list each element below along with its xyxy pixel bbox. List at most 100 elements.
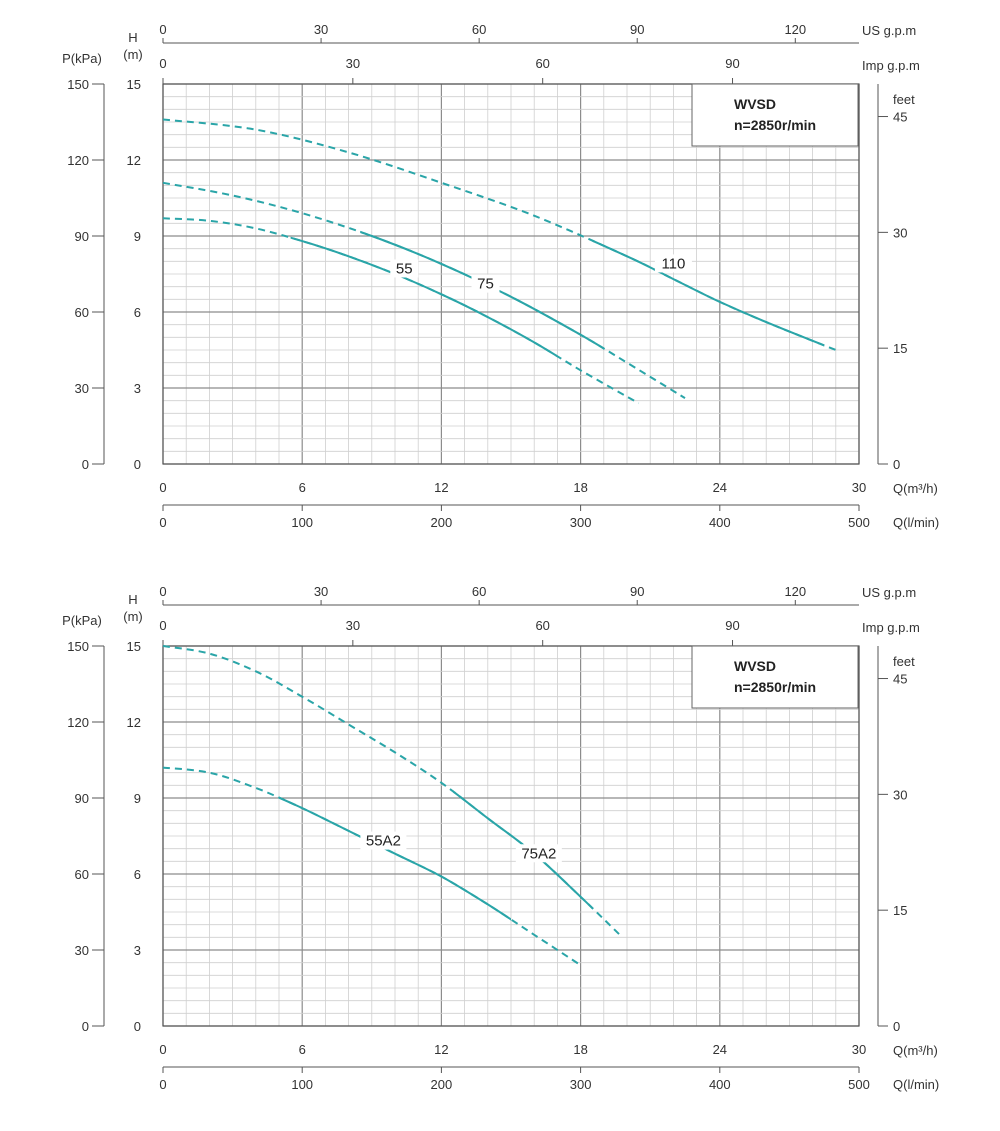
x-imp-gpm-tick-label: 90 bbox=[725, 56, 739, 71]
x-flow-m3h-tick-label: 18 bbox=[573, 480, 587, 495]
grid bbox=[162, 645, 860, 1027]
y-head-tick-label: 3 bbox=[134, 381, 141, 396]
y-head-tick-label: 15 bbox=[127, 639, 141, 654]
x-flow-lmin-tick-label: 0 bbox=[159, 1077, 166, 1092]
y-head-tick-label: 3 bbox=[134, 943, 141, 958]
y-head-tick-label: 6 bbox=[134, 867, 141, 882]
x-flow-m3h-tick-label: 24 bbox=[713, 1042, 727, 1057]
y-feet-tick-label: 15 bbox=[893, 903, 907, 918]
y-feet-tick-label: 45 bbox=[893, 672, 907, 687]
y-head-axis-unit: (m) bbox=[123, 47, 143, 62]
x-flow-lmin-axis-label: Q(l/min) bbox=[893, 1077, 939, 1092]
x-us-gpm-tick-label: 60 bbox=[472, 22, 486, 37]
y-pressure-tick-label: 120 bbox=[67, 715, 89, 730]
curve-label-background bbox=[654, 254, 692, 273]
y-pressure-tick-label: 120 bbox=[67, 153, 89, 168]
x-flow-lmin-tick-label: 300 bbox=[570, 1077, 592, 1092]
y-head-axis-label: H bbox=[128, 592, 137, 607]
x-us-gpm-tick-label: 60 bbox=[472, 584, 486, 599]
y-pressure-tick-label: 90 bbox=[75, 229, 89, 244]
plot-frame bbox=[162, 83, 860, 465]
x-imp-gpm-tick-label: 0 bbox=[159, 56, 166, 71]
x-imp-gpm-axis-label: Imp g.p.m bbox=[862, 58, 920, 73]
x-flow-lmin-tick-label: 200 bbox=[431, 515, 453, 530]
y-head-tick-label: 9 bbox=[134, 229, 141, 244]
x-us-gpm-tick-label: 30 bbox=[314, 584, 328, 599]
x-flow-m3h-tick-label: 30 bbox=[852, 480, 866, 495]
y-head-tick-label: 6 bbox=[134, 305, 141, 320]
info-box-speed: n=2850r/min bbox=[734, 117, 816, 133]
y-feet-tick-label: 15 bbox=[893, 341, 907, 356]
curve-label-background bbox=[390, 259, 419, 278]
y-pressure-axis-label: P(kPa) bbox=[62, 613, 102, 628]
y-head-axis-label: H bbox=[128, 30, 137, 45]
curve-label-55: 55 bbox=[396, 260, 413, 277]
x-flow-m3h-tick-label: 6 bbox=[299, 480, 306, 495]
grid bbox=[162, 83, 860, 465]
pump-curve-chart-bottom: 036912150306090120150H(m)P(kPa)0153045fe… bbox=[62, 584, 939, 1092]
y-pressure-tick-label: 150 bbox=[67, 639, 89, 654]
x-flow-m3h-tick-label: 12 bbox=[434, 480, 448, 495]
curve-label-background bbox=[360, 831, 407, 850]
y-feet-tick-label: 0 bbox=[893, 457, 900, 472]
x-flow-lmin-tick-label: 100 bbox=[291, 1077, 313, 1092]
x-flow-m3h-axis-label: Q(m³/h) bbox=[893, 1043, 938, 1058]
y-pressure-tick-label: 60 bbox=[75, 867, 89, 882]
x-flow-m3h-axis-label: Q(m³/h) bbox=[893, 481, 938, 496]
y-feet-tick-label: 30 bbox=[893, 225, 907, 240]
x-flow-lmin-tick-label: 400 bbox=[709, 1077, 731, 1092]
y-head-axis-unit: (m) bbox=[123, 609, 143, 624]
x-imp-gpm-tick-label: 60 bbox=[535, 56, 549, 71]
curve-75-solid bbox=[360, 230, 604, 350]
info-box-model: WVSD bbox=[734, 658, 776, 674]
top-axes: 0 30 60 90 120 US g.p.m 0 30 60 90 Imp g.p.m bbox=[159, 22, 920, 84]
right-axis: 0 15 30 45 feet bbox=[877, 646, 915, 1034]
y-feet-tick-label: 45 bbox=[893, 110, 907, 125]
x-flow-lmin-tick-label: 0 bbox=[159, 515, 166, 530]
y-head-tick-label: 12 bbox=[127, 153, 141, 168]
x-imp-gpm-tick-label: 30 bbox=[346, 56, 360, 71]
y-head-tick-label: 0 bbox=[134, 1019, 141, 1034]
y-pressure-axis-label: P(kPa) bbox=[62, 51, 102, 66]
x-imp-gpm-tick-label: 30 bbox=[346, 618, 360, 633]
y-pressure-tick-label: 0 bbox=[82, 457, 89, 472]
y-head-tick-label: 9 bbox=[134, 791, 141, 806]
plot-frame bbox=[162, 645, 860, 1027]
curve-75A2-dashed bbox=[162, 645, 624, 939]
x-flow-lmin-tick-label: 200 bbox=[431, 1077, 453, 1092]
info-box: WVSD n=2850r/min bbox=[691, 83, 859, 147]
bottom-axes: 0 6 12 18 24 30 Q(m³/h) 0 100 200 300 400 500 Q(l/min… bbox=[159, 1042, 939, 1092]
x-imp-gpm-tick-label: 60 bbox=[535, 618, 549, 633]
x-flow-m3h-tick-label: 0 bbox=[159, 1042, 166, 1057]
x-imp-gpm-tick-label: 90 bbox=[725, 618, 739, 633]
y-feet-tick-label: 0 bbox=[893, 1019, 900, 1034]
y-pressure-tick-label: 60 bbox=[75, 305, 89, 320]
curve-label-110: 110 bbox=[661, 255, 685, 272]
x-us-gpm-tick-label: 90 bbox=[630, 584, 644, 599]
x-flow-lmin-tick-label: 500 bbox=[848, 1077, 870, 1092]
info-box-frame bbox=[691, 645, 859, 709]
x-us-gpm-tick-label: 120 bbox=[784, 22, 806, 37]
top-axes: 0 30 60 90 120 US g.p.m 0 30 60 90 Imp g.p.m bbox=[159, 584, 920, 646]
x-imp-gpm-axis-label: Imp g.p.m bbox=[862, 620, 920, 635]
y-head-tick-label: 12 bbox=[127, 715, 141, 730]
y-pressure-tick-label: 150 bbox=[67, 77, 89, 92]
curve-110-solid bbox=[592, 239, 825, 347]
curve-label-75A2: 75A2 bbox=[521, 845, 556, 862]
x-us-gpm-axis-label: US g.p.m bbox=[862, 585, 916, 600]
x-flow-lmin-tick-label: 500 bbox=[848, 515, 870, 530]
curve-75A2-solid bbox=[453, 790, 593, 910]
y-pressure-tick-label: 0 bbox=[82, 1019, 89, 1034]
x-flow-m3h-tick-label: 12 bbox=[434, 1042, 448, 1057]
info-box-model: WVSD bbox=[734, 96, 776, 112]
bottom-axes: 0 6 12 18 24 30 Q(m³/h) 0 100 200 300 400 500 Q(l/min… bbox=[159, 480, 939, 530]
curve-75-dashed bbox=[162, 181, 686, 399]
x-us-gpm-axis-label: US g.p.m bbox=[862, 23, 916, 38]
x-flow-m3h-tick-label: 6 bbox=[299, 1042, 306, 1057]
right-axis: 0 15 30 45 feet bbox=[877, 84, 915, 472]
y-pressure-tick-label: 90 bbox=[75, 791, 89, 806]
y-pressure-tick-label: 30 bbox=[75, 381, 89, 396]
x-us-gpm-tick-label: 0 bbox=[159, 22, 166, 37]
y-head-tick-label: 15 bbox=[127, 77, 141, 92]
